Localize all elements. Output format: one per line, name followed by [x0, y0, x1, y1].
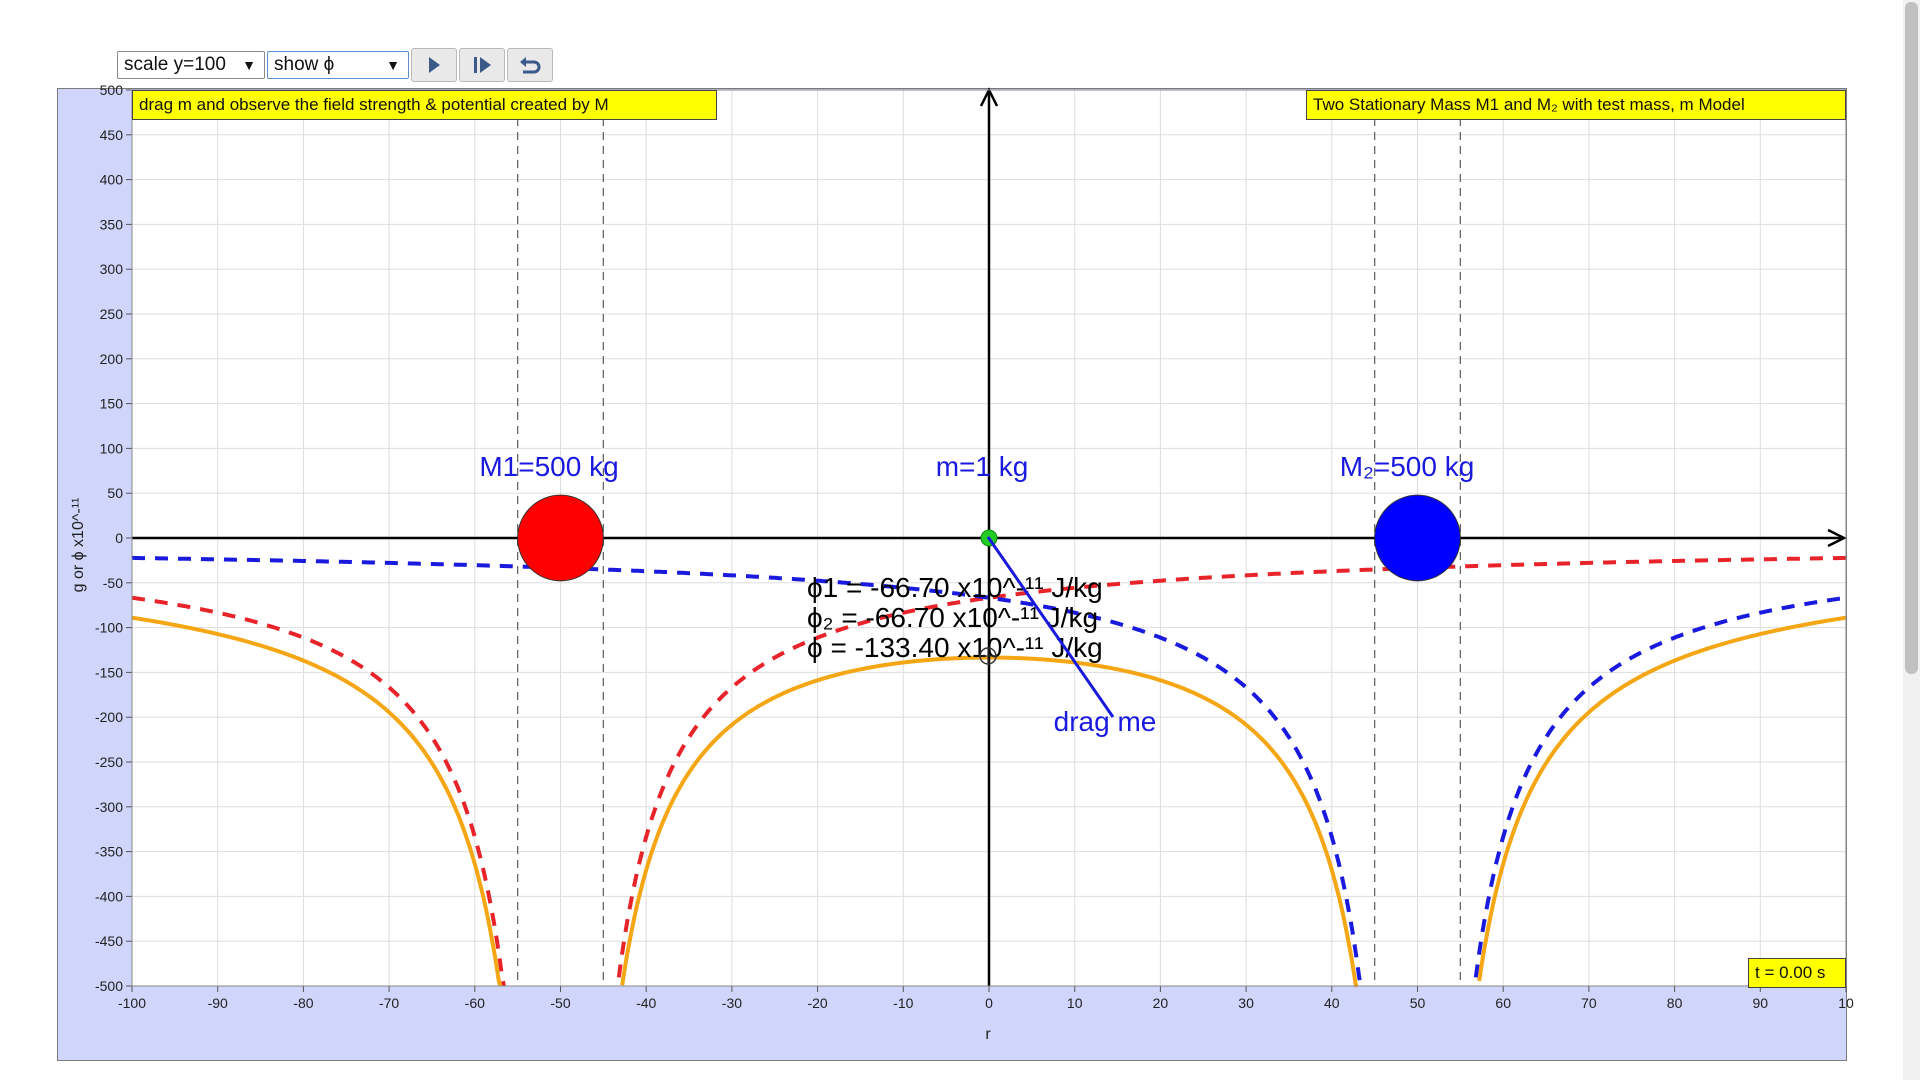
x-tick-label: 20	[1153, 995, 1169, 1011]
mass-m1[interactable]	[517, 494, 604, 582]
x-axis-label: r	[985, 1026, 991, 1043]
y-tick-label: -100	[95, 620, 123, 636]
y-tick-label: 450	[100, 127, 124, 143]
show-select[interactable]: show ϕ ▼	[267, 51, 409, 79]
bodies	[517, 494, 1461, 582]
y-tick-label: -50	[103, 575, 123, 591]
y-tick-label: 400	[100, 172, 124, 188]
phi-total-readout: ϕ = -133.40 x10^-¹¹ J/kg	[807, 632, 1103, 663]
plot-border	[131, 89, 1847, 987]
x-tick-label: -50	[550, 995, 570, 1011]
x-tick-label: 30	[1238, 995, 1254, 1011]
instruction-text: drag m and observe the field strength & …	[139, 95, 609, 114]
phi1-curve	[1419, 555, 1846, 570]
y-tick-label: 50	[107, 485, 123, 501]
y-tick-label: -200	[95, 709, 123, 725]
x-tick-label: 90	[1753, 995, 1769, 1011]
y-tick-label: -500	[95, 978, 123, 994]
reset-icon	[520, 57, 541, 74]
x-tick-label: -10	[893, 995, 913, 1011]
chevron-down-icon: ▼	[386, 57, 400, 73]
x-tick-label: 40	[1324, 995, 1340, 1011]
x-tick-label: 50	[1410, 995, 1426, 1011]
test-mass-label: m=1 kg	[936, 451, 1029, 482]
x-tick-label: -90	[208, 995, 228, 1011]
scale-select[interactable]: scale y=100 ▼	[117, 51, 265, 79]
page-scrollbar[interactable]	[1903, 0, 1920, 1080]
x-tick-label: 10	[1067, 995, 1083, 1011]
x-tick-label: -20	[807, 995, 827, 1011]
phi1-curve	[131, 595, 506, 987]
toolbar: scale y=100 ▼ show ϕ ▼	[117, 48, 553, 82]
y-tick-label: 0	[115, 530, 123, 546]
instruction-box: drag m and observe the field strength & …	[132, 90, 717, 120]
x-tick-label: -60	[465, 995, 485, 1011]
y-tick-label: -300	[95, 799, 123, 815]
scale-select-value: scale y=100	[124, 54, 226, 75]
chevron-down-icon: ▼	[242, 57, 256, 73]
phi2-curve	[132, 555, 559, 570]
y-tick-label: 150	[100, 396, 124, 412]
x-tick-label: -40	[636, 995, 656, 1011]
drag-pointer-line	[986, 536, 1115, 718]
play-button[interactable]	[411, 48, 457, 82]
phi1-curve	[616, 565, 1416, 978]
model-title: Two Stationary Mass M1 and M₂ with test …	[1313, 95, 1745, 114]
y-tick-label: 100	[100, 440, 124, 456]
x-axis-ticks: -100 -90 -80 -70 -60 -50 -40 -30 -20 -10 0 10 20 30 40…	[118, 986, 1854, 1011]
y-tick-label: -150	[95, 664, 123, 680]
phi1-readout: ϕ1 = -66.70 x10^-¹¹ J/kg	[807, 572, 1103, 603]
x-tick-label: -80	[293, 995, 313, 1011]
reset-button[interactable]	[507, 48, 553, 82]
x-tick-label: -100	[118, 995, 146, 1011]
m2-label: M₂=500 kg	[1340, 451, 1475, 482]
play-icon	[429, 57, 440, 73]
phi2-curve	[562, 565, 1363, 987]
y-axis-ticks: 500450400350300250200150100500-50-100-15…	[95, 82, 132, 994]
time-display: t = 0.00 s	[1755, 963, 1826, 982]
mass-m2[interactable]	[1374, 494, 1461, 582]
y-tick-label: -450	[95, 933, 123, 949]
x-tick-label: 10	[1838, 995, 1854, 1011]
drag-me-label: drag me	[1054, 706, 1157, 737]
show-select-value: show ϕ	[274, 54, 335, 75]
phi2-curve	[1473, 595, 1847, 978]
step-button[interactable]	[459, 48, 505, 82]
model-title-box: Two Stationary Mass M1 and M₂ with test …	[1306, 90, 1846, 120]
y-tick-label: 250	[100, 306, 124, 322]
x-tick-label: 70	[1581, 995, 1597, 1011]
y-tick-label: 300	[100, 261, 124, 277]
y-tick-label: -350	[95, 844, 123, 860]
x-tick-label: 60	[1495, 995, 1511, 1011]
m1-label: M1=500 kg	[479, 451, 618, 482]
y-tick-label: 500	[100, 82, 124, 98]
x-tick-label: 80	[1667, 995, 1683, 1011]
step-icon	[474, 57, 491, 73]
y-axis-label: g or ϕ x10^-¹¹	[70, 498, 87, 593]
phi2-readout: ϕ₂ = -66.70 x10^-¹¹ J/kg	[807, 602, 1098, 633]
phi-total-curve	[131, 615, 503, 987]
time-box: t = 0.00 s	[1748, 958, 1846, 988]
x-tick-label: 0	[985, 995, 993, 1011]
phi-total-curve	[1477, 615, 1847, 982]
x-axis-arrow	[1827, 528, 1847, 548]
scrollbar-thumb[interactable]	[1905, 2, 1918, 674]
y-tick-label: 200	[100, 351, 124, 367]
y-tick-label: 350	[100, 216, 124, 232]
y-tick-label: -400	[95, 888, 123, 904]
curves	[131, 555, 1847, 988]
x-tick-label: -30	[722, 995, 742, 1011]
y-tick-label: -250	[95, 754, 123, 770]
x-tick-label: -70	[379, 995, 399, 1011]
